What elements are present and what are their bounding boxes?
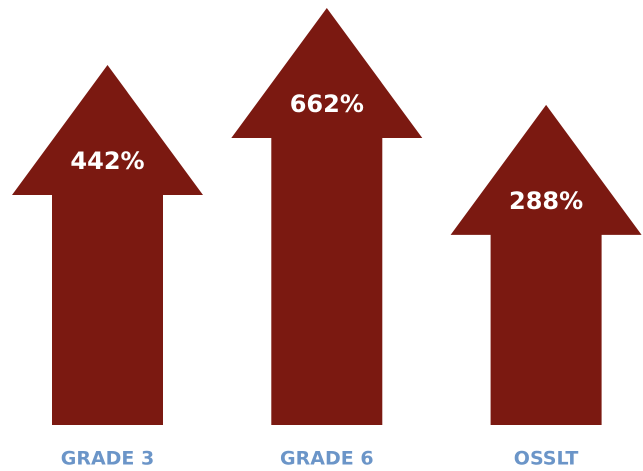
arrow-bar (450, 104, 642, 426)
category-label: OSSLT (514, 448, 579, 470)
category-label: GRADE 3 (61, 448, 155, 470)
arrow-bar (231, 8, 423, 426)
value-label: 288% (509, 187, 583, 215)
value-label: 662% (290, 90, 364, 118)
arrow-bar (12, 65, 203, 425)
value-label: 442% (70, 147, 144, 175)
category-label: GRADE 6 (280, 448, 374, 470)
